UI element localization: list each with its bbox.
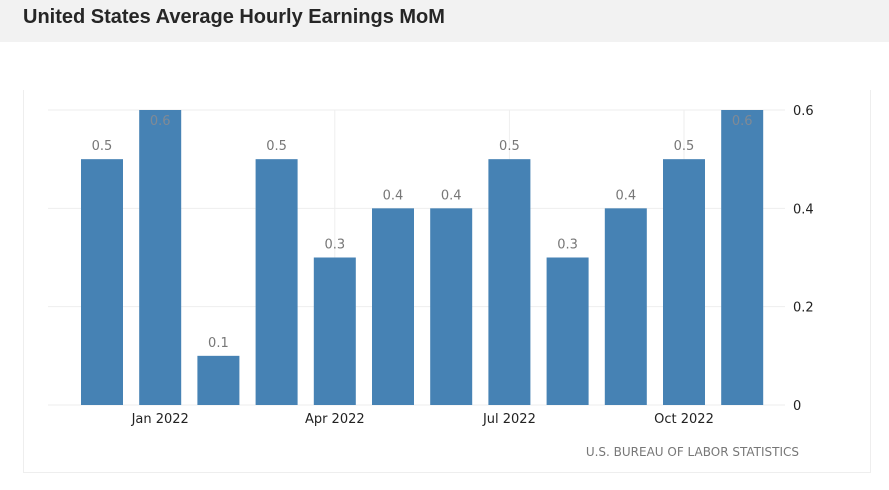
y-tick-label: 0.2 — [793, 301, 814, 316]
bar — [255, 159, 298, 405]
x-tick-label: Jul 2022 — [482, 412, 536, 427]
y-tick-label: 0 — [793, 399, 801, 414]
data-label: 0.5 — [92, 139, 113, 154]
source-credit: U.S. BUREAU OF LABOR STATISTICS — [585, 445, 799, 459]
bar — [372, 208, 414, 405]
y-tick-label: 0.4 — [793, 202, 814, 217]
bar — [488, 159, 531, 405]
data-label-layer: 0.5 0.6 0.1 0.5 0.3 0.4 0.4 0.5 0.3 0.4 0.5 0.6 — [92, 114, 753, 351]
bar — [197, 355, 240, 405]
bar — [313, 257, 356, 405]
bar — [721, 110, 764, 405]
y-axis: 0 0.2 0.4 0.6 — [793, 104, 814, 414]
chart-panel — [23, 90, 871, 473]
y-tick-label: 0.6 — [793, 104, 814, 119]
bar — [546, 257, 589, 405]
header-bar: United States Average Hourly Earnings Mo… — [0, 0, 889, 42]
data-label: 0.6 — [150, 114, 171, 129]
bar — [139, 110, 182, 405]
data-label: 0.3 — [557, 238, 578, 253]
data-label: 0.4 — [615, 188, 636, 203]
data-label: 0.5 — [499, 139, 520, 154]
bar — [81, 159, 123, 405]
x-tick-label: Oct 2022 — [654, 412, 714, 427]
x-axis: Jan 2022 Apr 2022 Jul 2022 Oct 2022 — [131, 412, 714, 427]
data-label: 0.5 — [266, 139, 287, 154]
data-label: 0.6 — [732, 114, 753, 129]
page-title: United States Average Hourly Earnings Mo… — [23, 6, 445, 28]
data-label: 0.5 — [674, 139, 695, 154]
bar — [663, 159, 705, 405]
x-tick-label: Apr 2022 — [305, 412, 365, 427]
bar — [430, 208, 473, 405]
data-label: 0.3 — [324, 238, 345, 253]
data-label: 0.4 — [441, 188, 462, 203]
data-label: 0.1 — [208, 336, 229, 351]
bar-layer — [81, 110, 764, 405]
bar — [604, 208, 647, 405]
data-label: 0.4 — [383, 188, 404, 203]
x-tick-label: Jan 2022 — [131, 412, 189, 427]
